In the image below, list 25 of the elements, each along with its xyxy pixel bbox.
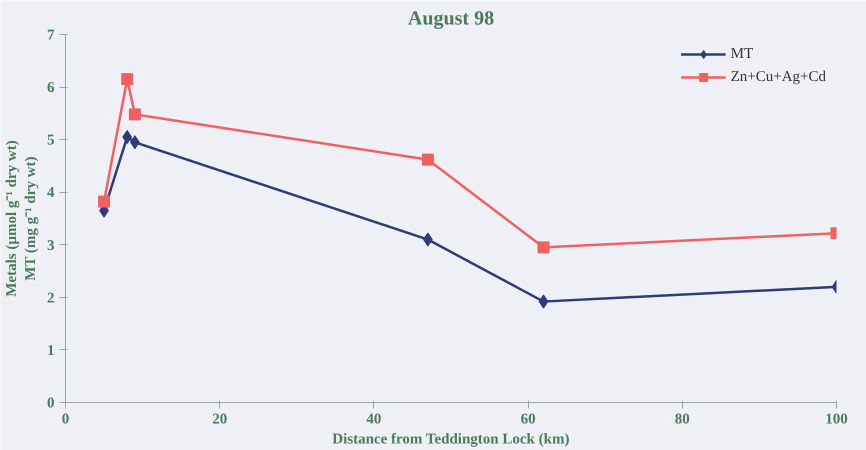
y-tick-label: 7	[47, 28, 55, 44]
y-tick-label: 3	[47, 238, 54, 254]
x-tick-label: 40	[366, 412, 382, 428]
x-tick-label: 20	[212, 412, 228, 428]
x-tick-label: 60	[520, 412, 536, 428]
point	[121, 73, 134, 86]
x-tick-label: 80	[674, 412, 690, 428]
y-tick-label: 2	[47, 290, 54, 306]
y-tick-label: 0	[47, 396, 54, 412]
y-axis-title: Metals (µmol g⁻¹ dry wt) MT (mg g⁻¹ dry wt)	[4, 140, 39, 297]
y-tick-label: 4	[47, 185, 55, 202]
x-tick-label: 0	[62, 412, 70, 428]
y-tick-label: 1	[47, 342, 54, 359]
point	[98, 196, 110, 208]
point	[538, 241, 550, 254]
y-tick-label: 5	[47, 132, 54, 149]
point	[422, 154, 434, 166]
y-tick-label: 6	[47, 80, 55, 96]
point	[122, 130, 132, 144]
point	[128, 108, 141, 120]
chart-title: August 98	[408, 8, 494, 30]
legend-label: MT	[730, 46, 754, 62]
x-axis-title: Distance from Teddington Lock (km)	[332, 432, 570, 448]
x-tick-label: 100	[825, 412, 848, 428]
legend-label: Zn+Cu+Ag+Cd	[730, 68, 826, 86]
